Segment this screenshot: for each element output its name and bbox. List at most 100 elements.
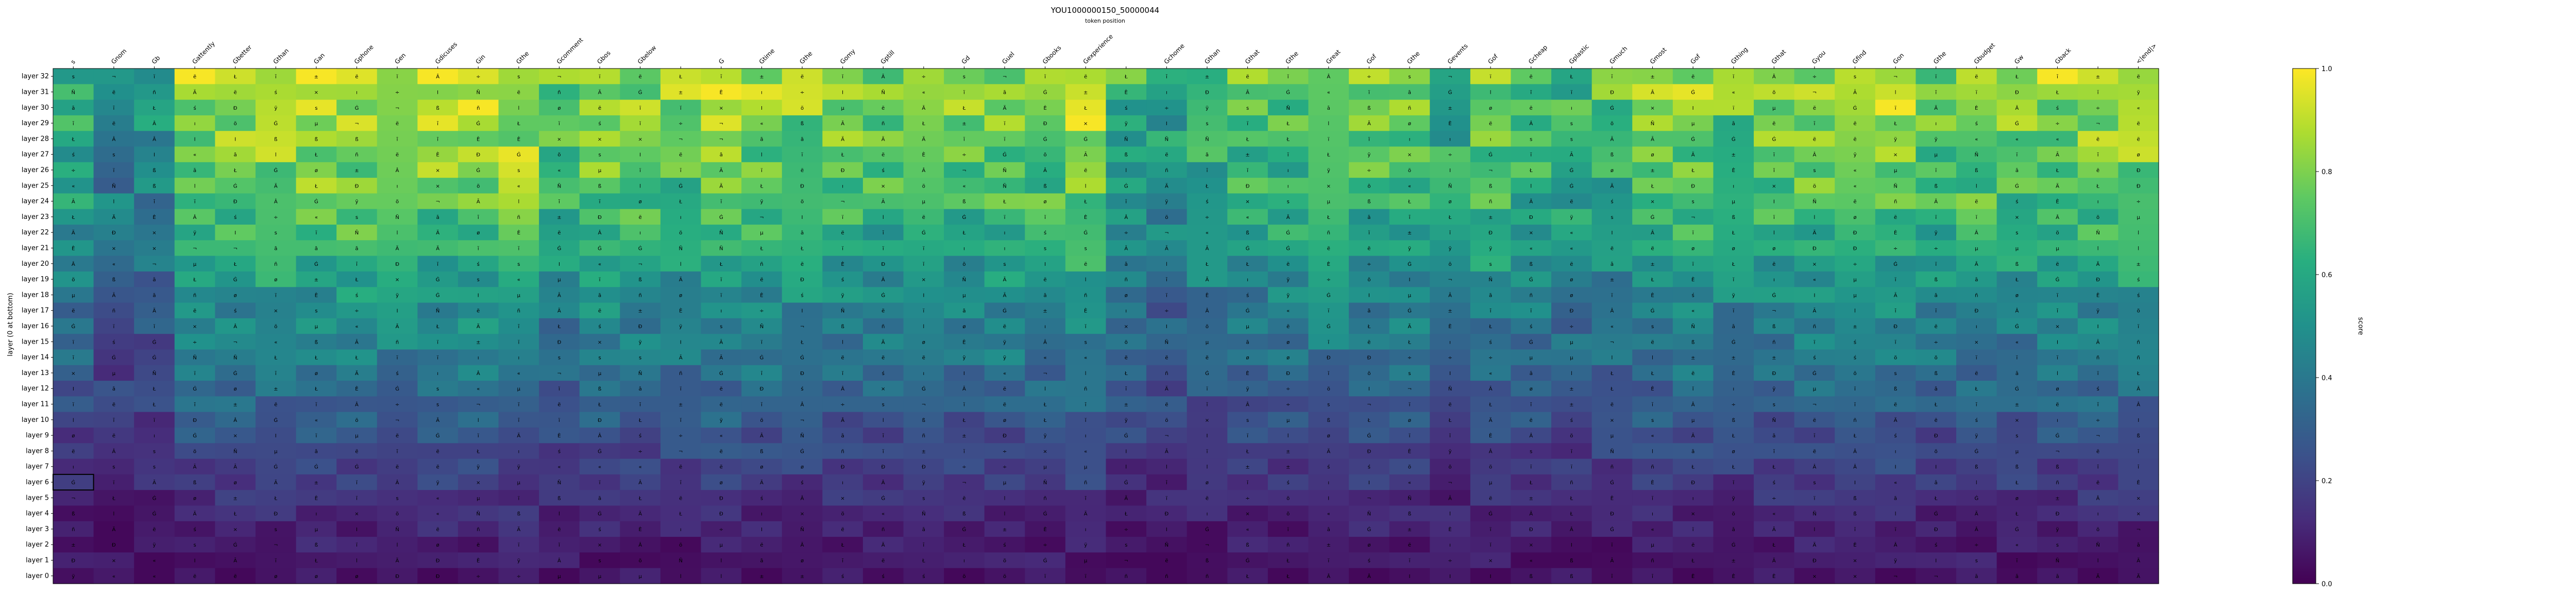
cell-token-label: ï [1732,309,1734,314]
cell-token-label: Â [193,214,197,220]
cell-token-label: Ñ [1772,417,1776,423]
cell-token-label: Ł [1570,512,1573,517]
cell-token-label: È [1975,105,1978,111]
cell-token-label: ø [1611,168,1614,174]
heatmap-cell [1591,146,1633,163]
cell-token-label: ÿ [274,106,277,111]
cell-token-label: ß [1732,418,1735,423]
cell-token-label: ö [1449,465,1452,470]
cell-token-label: ø [1327,433,1330,439]
cell-token-label: ś [598,324,601,330]
cell-token-label: Ñ [72,89,75,95]
cell-token-label: ÿ [72,574,75,580]
cell-token-label: ï [1611,542,1613,548]
cell-token-label: ı [1004,230,1006,236]
heatmap-cell [1794,178,1835,194]
cell-token-label: ë [679,496,682,501]
cell-token-label: s [517,168,520,174]
cell-token-label: ø [1732,449,1735,454]
cell-token-label: l [1004,496,1006,501]
heatmap-cell [215,193,256,210]
cell-token-label: È [1084,214,1087,220]
cell-token-label: Ð [598,215,602,220]
heatmap-cell [1916,162,1957,178]
cell-token-label: s [1287,199,1290,205]
cell-token-label: Ð [476,152,480,158]
heatmap-cell [741,115,783,131]
heatmap-cell [93,162,134,178]
cell-token-label: Ð [1812,246,1817,251]
cell-token-label: Ġ [800,448,804,454]
heatmap-cell [296,115,337,131]
token-label: <|end|> [2134,42,2158,65]
cell-token-label: È [1043,526,1046,533]
heatmap-cell [903,162,944,178]
cell-token-label: s [1246,106,1249,111]
cell-token-label: ī [1165,74,1167,80]
cell-token-label: Ð [719,496,723,501]
heatmap-cell [1511,69,1552,84]
cell-token-label: ß [2015,262,2019,267]
cell-token-label: ś [558,448,561,454]
cell-token-label: Ð [1286,371,1290,377]
heatmap-cell [498,193,539,210]
cell-token-label: È [477,557,480,564]
colorbar-tick-label: 0.2 [2321,478,2332,485]
cell-token-label: × [1974,339,1978,345]
heatmap-cell [1187,131,1228,147]
cell-token-label: × [598,542,602,548]
cell-token-label: ß [193,480,196,486]
heatmap-cell [620,84,661,100]
cell-token-label: Ā [1003,276,1007,283]
cell-token-label: Ł [1408,339,1411,345]
cell-token-label: ÷ [517,574,521,580]
cell-token-label: ë [1651,246,1654,251]
heatmap-cell [1227,178,1268,194]
cell-token-label: × [152,246,156,251]
cell-token-label: ß [1367,106,1370,111]
cell-token-label: μ [1894,168,1897,174]
cell-token-label: ï [72,402,74,408]
heatmap-cell [53,69,94,84]
heatmap-cell [1430,193,1471,210]
cell-token-label: ï [1327,137,1329,142]
cell-token-label: ß [1975,168,1978,174]
cell-token-label: ī [275,74,277,80]
cell-token-label: ś [2137,277,2140,283]
cell-token-label: Ġ [1043,135,1047,142]
cell-token-label: Ł [1205,262,1209,267]
token-label: Great [1325,48,1342,65]
cell-token-label: ĭ [558,542,560,548]
cell-token-label: Ð [233,106,238,111]
heatmap-cell [1106,99,1147,116]
cell-token-label: ā [1367,309,1370,314]
layer-label: layer 9 [26,432,49,439]
cell-token-label: ë [1975,74,1978,80]
cell-token-label: ī [1611,74,1613,80]
cell-token-label: ¬ [193,246,197,251]
cell-token-label: l [1004,512,1006,517]
cell-token-label: ï [558,121,560,127]
cell-token-label: ë [679,465,682,470]
heatmap-cell [1672,146,1714,163]
heatmap-cell [255,131,297,147]
cell-token-label: ß [1935,371,1938,377]
cell-token-label: ø [1570,277,1573,283]
heatmap-cell [296,84,337,100]
cell-token-label: ÿ [1408,246,1411,251]
heatmap-cell [620,193,661,210]
cell-token-label: È [962,338,965,345]
cell-token-label: Â [1772,73,1776,80]
cell-token-label: ø [1367,542,1370,548]
cell-token-label: ś [1773,480,1775,486]
cell-token-label: s [193,542,196,548]
cell-token-label: Ð [112,542,116,548]
heatmap-cell [417,69,459,84]
cell-token-label: Â [274,198,278,205]
cell-token-label: Ł [962,418,966,423]
cell-token-label: l [680,262,682,267]
cell-token-label: s [598,152,601,158]
cell-token-label: ī [517,418,519,423]
cell-token-label: « [274,339,277,345]
cell-token-label: ā [315,449,318,454]
